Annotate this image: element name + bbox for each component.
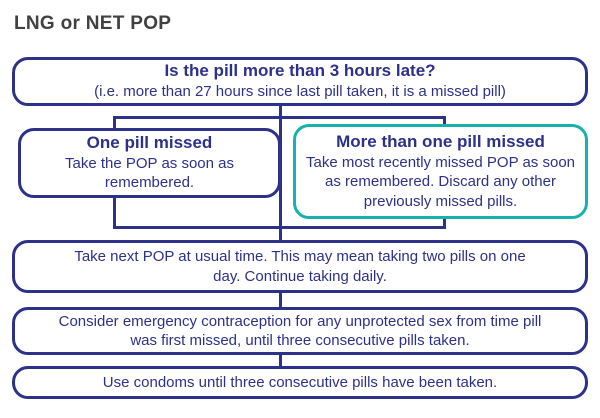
more-than-one-pill-missed-body: Take most recently missed POP as soon as… [306, 153, 576, 210]
question-subtext: (i.e. more than 27 hours since last pill… [94, 83, 506, 101]
one-pill-missed-box: One pill missed Take the POP as soon as … [18, 128, 281, 198]
one-pill-missed-body: Take the POP as soon as remembered. [65, 154, 234, 192]
one-pill-missed-heading: One pill missed [86, 133, 213, 153]
condoms-text: Use condoms until three consecutive pill… [102, 373, 498, 391]
connector-right-box-out [443, 215, 446, 229]
condoms-box: Use condoms until three consecutive pill… [12, 366, 588, 399]
connector-branch-bottom [113, 226, 446, 229]
question-box: Is the pill more than 3 hours late? (i.e… [12, 57, 588, 106]
connector-emergency-to-condoms [279, 352, 282, 369]
connector-left-box-out [113, 195, 116, 229]
question-heading: Is the pill more than 3 hours late? [164, 61, 436, 81]
connector-branch-top [113, 116, 446, 119]
next-pop-text: Take next POP at usual time. This may me… [74, 248, 526, 285]
emergency-contraception-box: Consider emergency contraception for any… [12, 307, 588, 355]
connector-next-to-emergency [279, 290, 282, 310]
connector-left-box-in [113, 116, 116, 132]
page-title: LNG or NET POP [14, 13, 172, 34]
more-than-one-pill-missed-heading: More than one pill missed [336, 131, 545, 151]
next-pop-box: Take next POP at usual time. This may me… [12, 240, 588, 293]
connector-right-box-in [443, 116, 446, 128]
more-than-one-pill-missed-box: More than one pill missed Take most rece… [293, 124, 588, 219]
emergency-contraception-text: Consider emergency contraception for any… [58, 312, 542, 350]
